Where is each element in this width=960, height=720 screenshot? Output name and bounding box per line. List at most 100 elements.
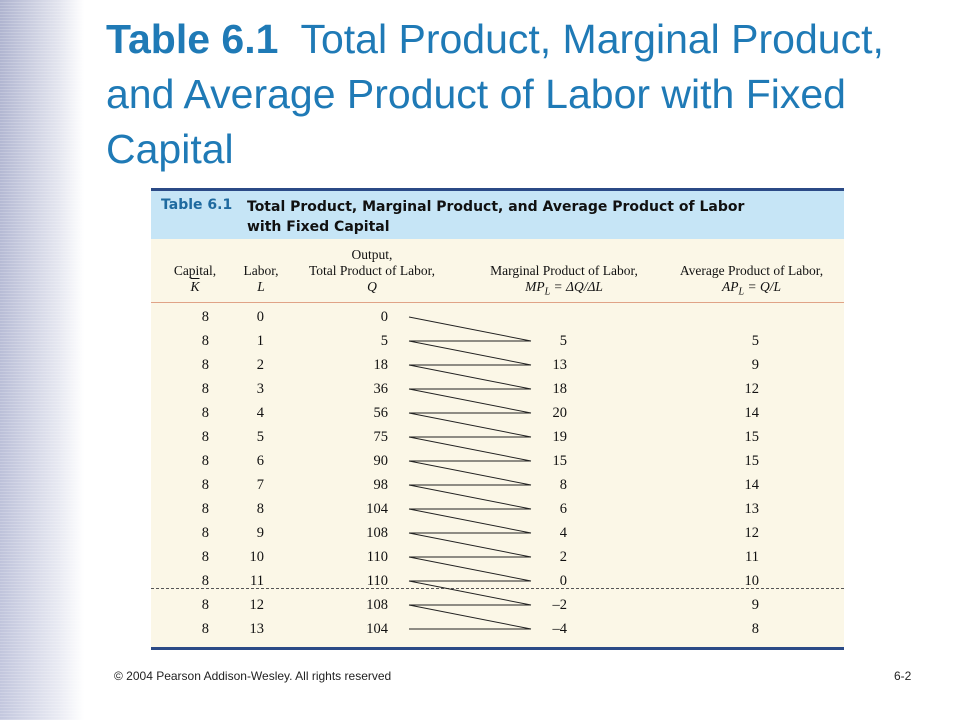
cell-k: 8 [201,453,209,469]
cell-l: 3 [256,381,264,397]
cell-l: 5 [256,429,264,445]
cell-mp: 19 [552,429,568,445]
cell-l: 12 [249,597,265,613]
cell-k: 8 [201,477,209,493]
negative-mp-divider [151,588,844,589]
cell-k: 8 [201,573,209,589]
slide-title-text: Total Product, Marginal Product, and Ave… [106,16,884,172]
connector-down [408,460,532,486]
cell-l: 10 [249,549,265,565]
cell-ap: 5 [751,333,759,349]
cell-l: 8 [256,501,264,517]
cell-q: 90 [373,453,389,469]
header-marginal-label: Marginal Product of Labor, [490,263,638,278]
header-labor-label: Labor, [243,263,279,278]
connector-down [408,484,532,510]
connector-down [408,436,532,462]
cell-q: 108 [366,525,388,541]
product-table: Table 6.1 Total Product, Marginal Produc… [151,188,844,650]
cell-ap: 15 [744,429,760,445]
cell-ap: 13 [744,501,760,517]
cell-mp: 20 [552,405,568,421]
cell-mp: 5 [559,333,567,349]
cell-q: 110 [366,573,388,589]
cell-ap: 14 [744,405,760,421]
cell-ap: 14 [744,477,760,493]
header-capital-label: Capital, [173,263,217,278]
connector-down [408,508,532,534]
header-average-label: Average Product of Labor, [679,263,824,278]
header-output-sublabel: Total Product of Labor, [309,263,435,278]
cell-k: 8 [201,501,209,517]
table-title-bar: Table 6.1 Total Product, Marginal Produc… [151,191,844,239]
header-labor-symbol: L [257,279,265,294]
copyright-text: © 2004 Pearson Addison-Wesley. All right… [114,669,392,683]
cell-ap: 9 [751,357,759,373]
cell-mp: 15 [552,453,568,469]
cell-q: 5 [380,333,388,349]
cell-mp: 8 [559,477,567,493]
cell-q: 75 [373,429,389,445]
cell-l: 11 [250,573,264,589]
cell-mp: 0 [559,573,567,589]
connector-down [408,580,532,606]
connector-down [408,532,532,558]
cell-l: 0 [256,309,264,325]
header-output: Output, Total Product of Labor, Q [297,247,447,295]
cell-k: 8 [201,357,209,373]
column-headers: Capital, K Labor, L Output, Total Produc… [151,239,844,303]
decorative-left-strip [0,0,84,720]
header-capital-symbol: K [190,279,200,294]
cell-ap: 11 [745,549,759,565]
connector-down [408,604,532,630]
header-labor: Labor, L [231,263,291,295]
cell-l: 7 [256,477,264,493]
cell-q: 108 [366,597,388,613]
header-average: Average Product of Labor, APL = Q/L [669,263,834,301]
header-marginal-formula: MPL = ΔQ/ΔL [525,279,603,298]
cell-ap: 12 [744,525,760,541]
cell-l: 9 [256,525,264,541]
slide-title: Table 6.1 Total Product, Marginal Produc… [106,12,906,177]
cell-k: 8 [201,381,209,397]
cell-k: 8 [201,621,209,637]
cell-q: 104 [366,501,388,517]
table-caption: Total Product, Marginal Product, and Ave… [247,199,745,235]
cell-ap: 8 [751,621,759,637]
cell-q: 110 [366,549,388,565]
cell-q: 0 [380,309,388,325]
cell-k: 8 [201,333,209,349]
cell-q: 18 [373,357,389,373]
cell-k: 8 [201,309,209,325]
cell-k: 8 [201,597,209,613]
cell-mp: 18 [552,381,568,397]
connector-down [408,316,532,342]
header-output-label: Output, [351,247,393,262]
cell-l: 13 [249,621,265,637]
cell-ap: 10 [744,573,760,589]
connector-down [408,412,532,438]
connector-down [408,556,532,582]
header-marginal: Marginal Product of Labor, MPL = ΔQ/ΔL [469,263,659,301]
connector-down [408,364,532,390]
cell-ap: 9 [751,597,759,613]
zigzag-connectors [408,316,532,630]
connector-down [408,340,532,366]
cell-mp: 2 [559,549,567,565]
cell-k: 8 [201,525,209,541]
header-capital: Capital, K [165,263,225,295]
cell-l: 1 [256,333,264,349]
cell-mp: –4 [552,621,568,637]
table-label: Table 6.1 [161,197,233,213]
cell-mp: 4 [559,525,567,541]
cell-k: 8 [201,405,209,421]
cell-q: 98 [373,477,389,493]
cell-q: 104 [366,621,388,637]
slide-title-number: Table 6.1 [106,16,279,62]
cell-l: 6 [256,453,264,469]
cell-q: 36 [373,381,389,397]
cell-k: 8 [201,549,209,565]
header-average-formula: APL = Q/L [722,279,781,298]
page-number: 6-2 [894,669,912,683]
cell-q: 56 [373,405,389,421]
